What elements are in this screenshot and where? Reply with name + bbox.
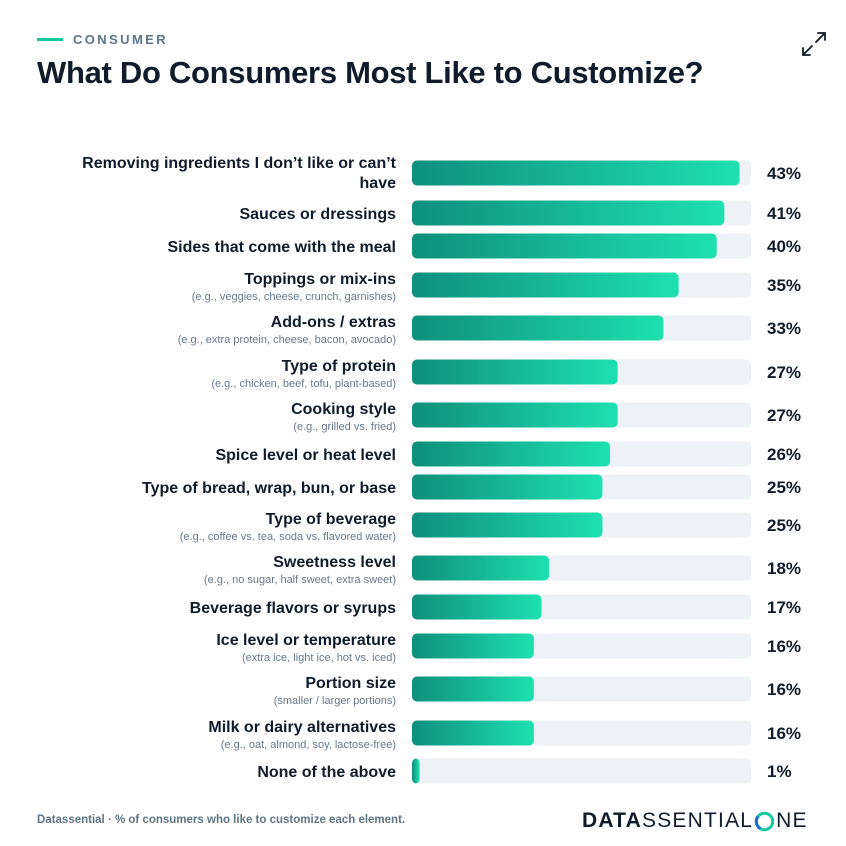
bar-track bbox=[412, 555, 751, 581]
chart-row: Sauces or dressings 41% bbox=[239, 200, 801, 226]
bar bbox=[412, 676, 534, 702]
bar bbox=[412, 359, 618, 385]
chart-row: Ice level or temperature (extra ice, ligh… bbox=[216, 632, 801, 664]
category-label: Type of beverage bbox=[266, 511, 397, 528]
category-label: Removing ingredients I don’t like or can… bbox=[82, 155, 396, 172]
bar-track bbox=[412, 233, 751, 259]
bar bbox=[412, 441, 611, 467]
bar-track bbox=[412, 720, 751, 746]
category-label: have bbox=[360, 175, 397, 192]
value-label: 33% bbox=[767, 319, 801, 338]
chart-row: Type of beverage (e.g., coffee vs. tea, s… bbox=[180, 511, 801, 543]
bar bbox=[412, 402, 618, 428]
bar bbox=[412, 512, 603, 538]
value-label: 16% bbox=[767, 637, 801, 656]
category-sublabel: (e.g., no sugar, half sweet, extra sweet… bbox=[204, 574, 396, 586]
chart-row: Removing ingredients I don’t like or can… bbox=[82, 155, 801, 192]
chart-row: Type of protein (e.g., chicken, beef, tof… bbox=[211, 358, 801, 390]
value-label: 40% bbox=[767, 237, 801, 256]
category-label: Type of bread, wrap, bun, or base bbox=[142, 480, 396, 497]
value-label: 26% bbox=[767, 445, 801, 464]
category-sublabel: (e.g., coffee vs. tea, soda vs. flavored… bbox=[180, 531, 396, 543]
bar-track bbox=[412, 758, 751, 784]
bar-track bbox=[412, 200, 751, 226]
bar bbox=[412, 233, 717, 259]
category-label: Sauces or dressings bbox=[239, 206, 396, 223]
category-label: Add-ons / extras bbox=[271, 314, 396, 331]
chart-title: What Do Consumers Most Like to Customize… bbox=[37, 55, 704, 90]
bar bbox=[412, 633, 534, 659]
category-label: Milk or dairy alternatives bbox=[208, 719, 396, 736]
bar bbox=[412, 474, 603, 500]
bar-track bbox=[412, 441, 751, 467]
category-label: Toppings or mix-ins bbox=[244, 271, 396, 288]
value-label: 41% bbox=[767, 204, 801, 223]
chart-row: Portion size (smaller / larger portions) 1… bbox=[274, 675, 801, 707]
value-label: 18% bbox=[767, 559, 801, 578]
category-sublabel: (e.g., grilled vs. fried) bbox=[293, 421, 396, 433]
category-label: Ice level or temperature bbox=[216, 632, 396, 649]
category-sublabel: (e.g., oat, almond, soy, lactose-free) bbox=[221, 739, 396, 751]
value-label: 16% bbox=[767, 680, 801, 699]
category-sublabel: (smaller / larger portions) bbox=[274, 695, 396, 707]
category-label: Beverage flavors or syrups bbox=[190, 600, 396, 617]
bar bbox=[412, 200, 725, 226]
value-label: 17% bbox=[767, 598, 801, 617]
bar-track bbox=[412, 676, 751, 702]
category-label: Type of protein bbox=[282, 358, 396, 375]
chart-row: Cooking style (e.g., grilled vs. fried) 27… bbox=[291, 401, 801, 433]
bar-track bbox=[412, 315, 751, 341]
category-sublabel: (e.g., veggies, cheese, crunch, garnishe… bbox=[192, 291, 396, 303]
bar bbox=[412, 272, 679, 298]
category-sublabel: (e.g., chicken, beef, tofu, plant-based) bbox=[211, 378, 396, 390]
category-label: Sweetness level bbox=[273, 554, 396, 571]
category-label: Portion size bbox=[305, 675, 396, 692]
datassential-one-logo: DATA SSENTIAL NE bbox=[582, 809, 808, 832]
expand-arrows-icon[interactable] bbox=[800, 30, 828, 58]
bar bbox=[412, 160, 740, 186]
category-label: Cooking style bbox=[291, 401, 396, 418]
category-sublabel: (e.g., extra protein, cheese, bacon, avo… bbox=[178, 334, 396, 346]
bar-track bbox=[412, 402, 751, 428]
chart-row: Sweetness level (e.g., no sugar, half swe… bbox=[204, 554, 801, 586]
section-eyebrow: CONSUMER bbox=[37, 32, 168, 47]
bar-track bbox=[412, 633, 751, 659]
value-label: 27% bbox=[767, 406, 801, 425]
logo-ring-icon bbox=[754, 811, 775, 832]
category-sublabel: (extra ice, light ice, hot vs. iced) bbox=[242, 652, 396, 664]
value-label: 27% bbox=[767, 363, 801, 382]
chart-row: Spice level or heat level 26% bbox=[215, 441, 801, 467]
category-label: Spice level or heat level bbox=[215, 447, 396, 464]
value-label: 43% bbox=[767, 164, 801, 183]
bar-track bbox=[412, 474, 751, 500]
bar-track bbox=[412, 594, 751, 620]
bar-track bbox=[412, 160, 751, 186]
category-label: None of the above bbox=[257, 764, 396, 781]
bar bbox=[412, 720, 534, 746]
category-label: Sides that come with the meal bbox=[168, 239, 397, 256]
chart-row: Beverage flavors or syrups 17% bbox=[190, 594, 801, 620]
chart-row: Sides that come with the meal 40% bbox=[168, 233, 801, 259]
value-label: 25% bbox=[767, 478, 801, 497]
source-note: Datassential · % of consumers who like t… bbox=[37, 814, 406, 826]
chart-row: Add-ons / extras (e.g., extra protein, ch… bbox=[178, 314, 801, 346]
eyebrow-accent-line bbox=[37, 38, 63, 41]
bar-track bbox=[412, 512, 751, 538]
chart-row: Type of bread, wrap, bun, or base 25% bbox=[142, 474, 801, 500]
chart-row: Toppings or mix-ins (e.g., veggies, chees… bbox=[192, 271, 801, 303]
bar-track bbox=[412, 359, 751, 385]
value-label: 25% bbox=[767, 516, 801, 535]
bar bbox=[412, 594, 542, 620]
bar bbox=[412, 315, 664, 341]
eyebrow-label: CONSUMER bbox=[73, 32, 169, 47]
chart-row: None of the above 1% bbox=[257, 758, 792, 784]
bar bbox=[412, 758, 420, 784]
chart-row: Milk or dairy alternatives (e.g., oat, al… bbox=[208, 719, 801, 751]
bar bbox=[412, 555, 550, 581]
value-label: 35% bbox=[767, 276, 801, 295]
bar-track bbox=[412, 272, 751, 298]
value-label: 16% bbox=[767, 724, 801, 743]
value-label: 1% bbox=[767, 762, 792, 781]
